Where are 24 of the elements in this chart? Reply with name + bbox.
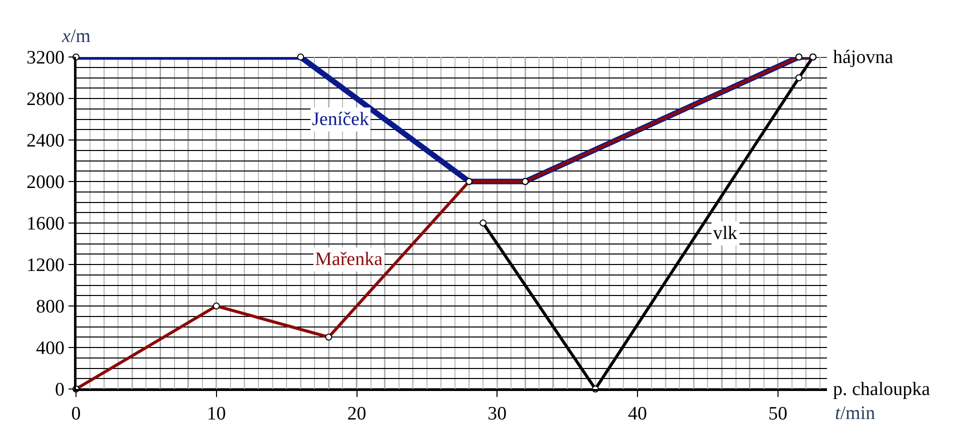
- y-tick-label: 0: [54, 380, 64, 401]
- x-tick-label: 10: [206, 404, 226, 425]
- series-label: Jeníček: [312, 109, 370, 130]
- x-tick-label: 50: [768, 404, 788, 425]
- point: [795, 74, 802, 82]
- point: [480, 220, 487, 226]
- ref-line-label: p. chaloupka: [833, 379, 931, 400]
- y-tick-label: 2400: [26, 130, 64, 152]
- y-tick-label: 2800: [26, 89, 64, 110]
- x-tick-label: 20: [347, 404, 366, 425]
- y-tick-label: 3200: [26, 48, 64, 69]
- x-tick-label: 30: [488, 404, 507, 425]
- y-tick-label: 1200: [26, 255, 64, 276]
- x-tick-label: 40: [628, 404, 647, 425]
- series-label: Mařenka: [315, 249, 384, 270]
- y-tick-label: 1600: [26, 214, 64, 235]
- series-label: vlk: [713, 223, 738, 244]
- y-tick-label: 800: [36, 296, 64, 318]
- ref-line-label: hájovna: [833, 47, 894, 68]
- y-tick-label: 400: [36, 338, 64, 360]
- y-axis-title: x/m: [61, 26, 91, 47]
- y-tick-label: 2000: [26, 172, 64, 194]
- x-axis-title: t/min: [835, 403, 876, 424]
- x-tick-label: 0: [71, 404, 81, 425]
